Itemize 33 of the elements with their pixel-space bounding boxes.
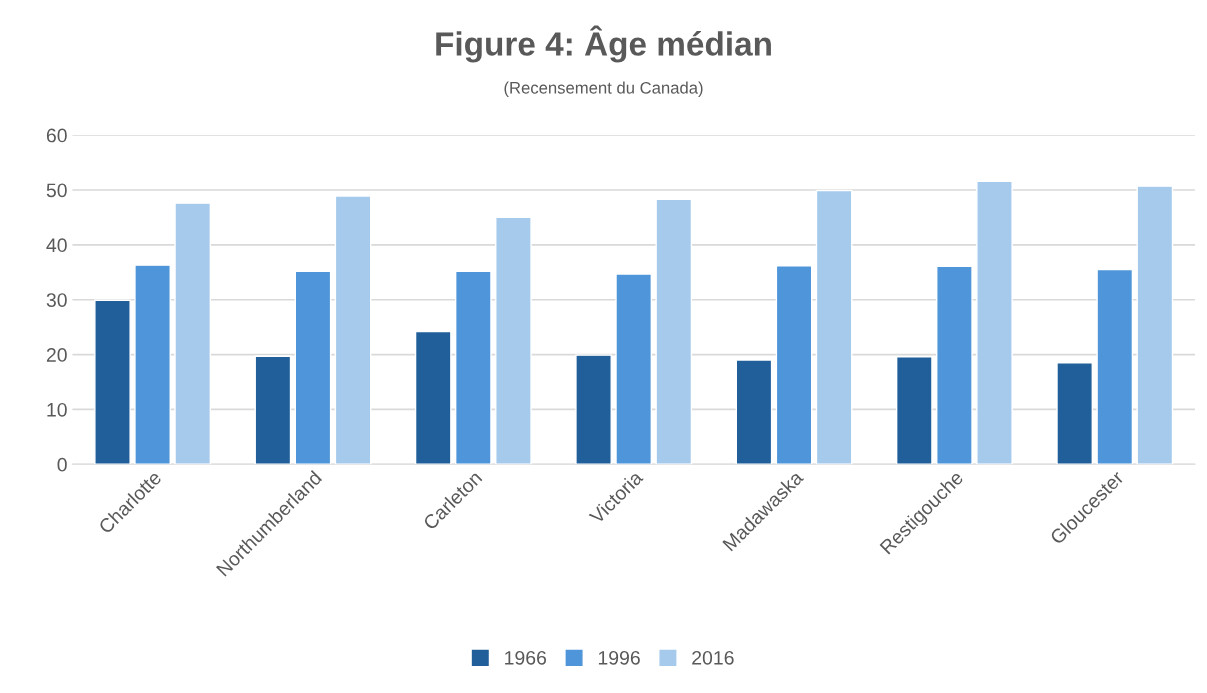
y-tick-label: 40	[46, 238, 67, 253]
bar	[815, 189, 853, 465]
bar	[454, 270, 492, 465]
y-tick-label: 0	[57, 457, 67, 472]
chart-title: Figure 4: Âge médian	[436, 25, 771, 63]
bar	[976, 180, 1013, 465]
bar	[94, 299, 131, 465]
bar	[495, 216, 532, 465]
bar	[1096, 268, 1134, 465]
bar	[615, 273, 653, 465]
bar	[334, 195, 372, 465]
bar	[895, 356, 933, 465]
y-tick-label: 60	[46, 128, 67, 143]
bar	[174, 202, 212, 465]
legend-label: 2016	[692, 650, 734, 665]
bar	[575, 354, 612, 465]
legend-label: 1966	[505, 650, 547, 665]
bar	[254, 355, 292, 465]
bar	[134, 264, 171, 465]
bar	[1136, 185, 1174, 465]
bar	[414, 330, 452, 465]
bar	[294, 270, 332, 465]
chart-subtitle: (Recensement du Canada)	[504, 81, 703, 98]
bar	[655, 198, 693, 465]
y-tick-label: 20	[46, 348, 67, 362]
y-tick-label: 30	[46, 293, 67, 307]
bar	[1056, 362, 1093, 465]
legend-label: 1996	[598, 650, 640, 665]
y-tick-label: 10	[47, 402, 67, 417]
bar	[775, 265, 813, 465]
bar	[936, 265, 973, 465]
y-tick-label: 50	[46, 183, 67, 198]
bar	[735, 359, 773, 465]
